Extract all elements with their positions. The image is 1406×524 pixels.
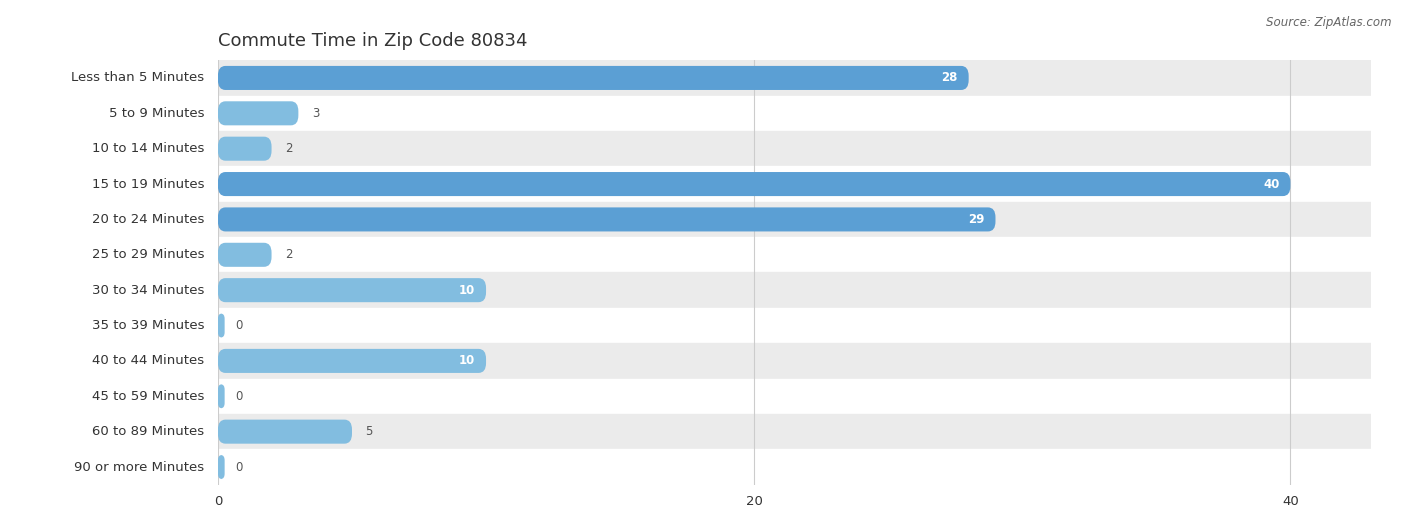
- FancyBboxPatch shape: [218, 66, 969, 90]
- Text: 25 to 29 Minutes: 25 to 29 Minutes: [91, 248, 204, 261]
- Text: 5 to 9 Minutes: 5 to 9 Minutes: [110, 107, 204, 120]
- Bar: [218, 167, 1371, 202]
- Text: 35 to 39 Minutes: 35 to 39 Minutes: [91, 319, 204, 332]
- Text: 45 to 59 Minutes: 45 to 59 Minutes: [93, 390, 204, 403]
- Text: 40: 40: [1264, 178, 1279, 191]
- Bar: [218, 95, 1371, 131]
- FancyBboxPatch shape: [218, 172, 1291, 196]
- Text: 10: 10: [460, 354, 475, 367]
- FancyBboxPatch shape: [218, 137, 271, 161]
- FancyBboxPatch shape: [218, 243, 271, 267]
- FancyBboxPatch shape: [218, 208, 995, 232]
- Text: 3: 3: [312, 107, 319, 120]
- Text: 0: 0: [235, 461, 243, 474]
- Text: 60 to 89 Minutes: 60 to 89 Minutes: [93, 425, 204, 438]
- Text: 30 to 34 Minutes: 30 to 34 Minutes: [93, 283, 204, 297]
- FancyBboxPatch shape: [218, 384, 225, 408]
- Bar: [218, 378, 1371, 414]
- Bar: [218, 308, 1371, 343]
- Text: Commute Time in Zip Code 80834: Commute Time in Zip Code 80834: [218, 32, 527, 50]
- Text: 29: 29: [969, 213, 984, 226]
- FancyBboxPatch shape: [218, 313, 225, 337]
- Bar: [218, 272, 1371, 308]
- Text: 20 to 24 Minutes: 20 to 24 Minutes: [93, 213, 204, 226]
- Text: 15 to 19 Minutes: 15 to 19 Minutes: [91, 178, 204, 191]
- FancyBboxPatch shape: [218, 455, 225, 479]
- FancyBboxPatch shape: [218, 101, 298, 125]
- Text: 5: 5: [366, 425, 373, 438]
- Bar: [218, 60, 1371, 95]
- Bar: [218, 237, 1371, 272]
- Text: 2: 2: [285, 142, 292, 155]
- Bar: [218, 450, 1371, 485]
- FancyBboxPatch shape: [218, 349, 486, 373]
- FancyBboxPatch shape: [218, 420, 352, 444]
- Text: 10 to 14 Minutes: 10 to 14 Minutes: [93, 142, 204, 155]
- Bar: [218, 343, 1371, 378]
- Bar: [218, 414, 1371, 450]
- Text: 2: 2: [285, 248, 292, 261]
- Bar: [218, 202, 1371, 237]
- Bar: [218, 131, 1371, 167]
- Text: 40 to 44 Minutes: 40 to 44 Minutes: [93, 354, 204, 367]
- Text: 0: 0: [235, 390, 243, 403]
- Text: Source: ZipAtlas.com: Source: ZipAtlas.com: [1267, 16, 1392, 29]
- Text: 28: 28: [942, 71, 957, 84]
- Text: 0: 0: [235, 319, 243, 332]
- FancyBboxPatch shape: [218, 278, 486, 302]
- Text: 10: 10: [460, 283, 475, 297]
- Text: 90 or more Minutes: 90 or more Minutes: [75, 461, 204, 474]
- Text: Less than 5 Minutes: Less than 5 Minutes: [72, 71, 204, 84]
